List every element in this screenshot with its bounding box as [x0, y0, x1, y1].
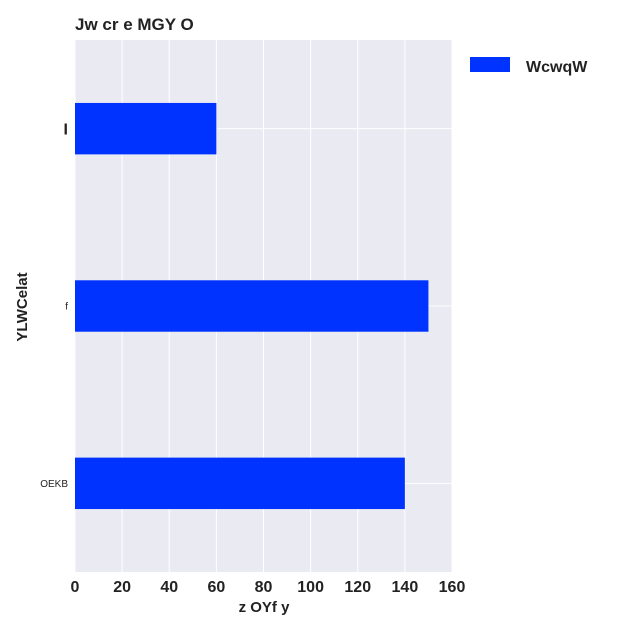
- x-tick-label-5: 100: [297, 579, 324, 596]
- bars: [75, 102, 429, 510]
- y-tick-labels: If OEKB: [40, 121, 68, 490]
- x-tick-label-1: 20: [113, 579, 131, 596]
- x-tick-label-7: 140: [392, 579, 419, 596]
- legend-swatch: [470, 57, 510, 72]
- x-tick-label-8: 160: [439, 579, 466, 596]
- chart-title: Jw cr e MGY O: [75, 15, 194, 34]
- x-tick-labels: 0 20 40 60 80 100 120 140 160: [71, 579, 466, 596]
- legend: WcwqW: [470, 57, 588, 76]
- x-tick-label-0: 0: [71, 579, 80, 596]
- bar-1: [75, 280, 429, 332]
- y-axis-label: YLWCelat: [14, 272, 31, 341]
- y-tick-label-0: I: [64, 121, 68, 138]
- legend-label: WcwqW: [526, 59, 588, 76]
- x-axis-label: z OYf y: [239, 599, 291, 616]
- y-tick-label-1: f: [65, 302, 68, 313]
- bar-2: [75, 457, 405, 510]
- x-tick-label-4: 80: [255, 579, 273, 596]
- x-tick-label-2: 40: [160, 579, 178, 596]
- y-tick-label-2: OEKB: [40, 479, 68, 490]
- x-tick-label-3: 60: [207, 579, 225, 596]
- bar-0: [75, 102, 217, 155]
- x-tick-label-6: 120: [344, 579, 371, 596]
